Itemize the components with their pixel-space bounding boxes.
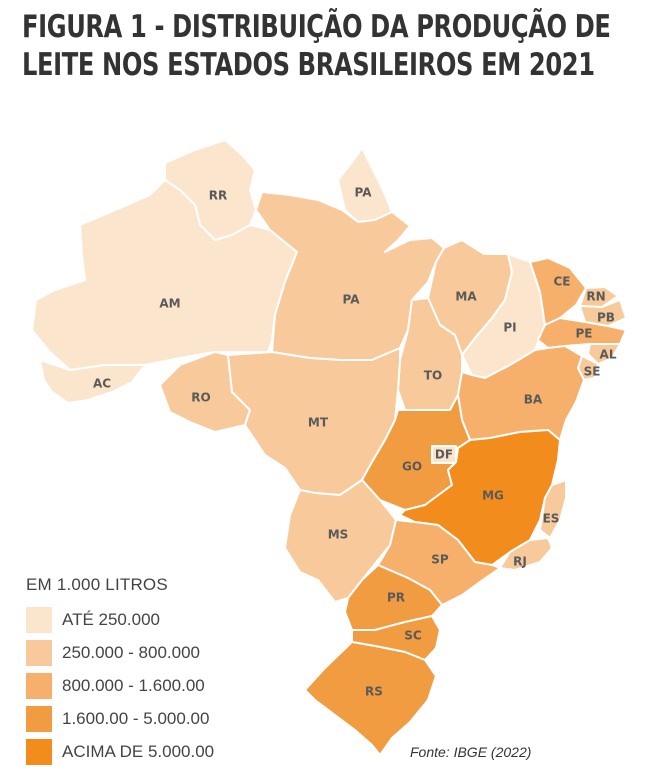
- state-label-ro: RO: [191, 391, 210, 405]
- state-label-mg: MG: [482, 489, 504, 503]
- state-ms: [284, 479, 397, 603]
- legend-item: ACIMA DE 5.000.00: [26, 735, 214, 768]
- state-label-ba: BA: [524, 393, 543, 407]
- state-label-ma: MA: [455, 290, 477, 304]
- state-label-df: DF: [435, 448, 453, 462]
- legend-label: 250.000 - 800.000: [62, 642, 201, 662]
- legend-swatch: [26, 639, 52, 666]
- state-label-mt: MT: [308, 416, 329, 430]
- legend-label: 800.000 - 1.600.00: [62, 675, 205, 695]
- state-label-pb: PB: [597, 311, 615, 325]
- state-label-ce: CE: [553, 275, 570, 289]
- state-label-pr: PR: [387, 591, 405, 605]
- state-label-se: SE: [584, 365, 601, 379]
- state-label-sc: SC: [404, 629, 422, 643]
- legend-item: 250.000 - 800.000: [26, 636, 214, 669]
- legend-item: 1.600.00 - 5.000.00: [26, 702, 214, 735]
- legend-label: ATÉ 250.000: [62, 609, 160, 629]
- source-note: Fonte: IBGE (2022): [410, 744, 532, 760]
- state-label-ac: AC: [93, 377, 111, 391]
- state-label-ms: MS: [328, 528, 349, 542]
- legend-item: ATÉ 250.000: [26, 603, 214, 636]
- state-label-go: GO: [402, 460, 422, 474]
- state-label-rj: RJ: [513, 555, 527, 569]
- state-labels: RR PA AM AC PA MA PI CE RN PB PE AL SE T…: [93, 186, 617, 699]
- state-label-rn: RN: [586, 290, 605, 304]
- state-al: [587, 343, 621, 365]
- state-rn: [579, 286, 619, 308]
- legend-swatch: [26, 606, 52, 633]
- state-shapes: [31, 139, 627, 756]
- state-rj: [499, 537, 553, 571]
- legend-item: 800.000 - 1.600.00: [26, 669, 214, 702]
- state-es: [539, 479, 567, 539]
- legend-title: EM 1.000 LITROS: [26, 575, 168, 594]
- legend-label: 1.600.00 - 5.000.00: [62, 708, 210, 728]
- state-ac: [39, 359, 146, 404]
- state-label-es: ES: [543, 512, 560, 526]
- legend: EM 1.000 LITROS ATÉ 250.000 250.000 - 80…: [26, 575, 214, 768]
- state-label-pi: PI: [503, 321, 516, 335]
- state-label-pa: PA: [343, 293, 361, 307]
- state-label-ap: PA: [355, 186, 373, 200]
- state-label-sp: SP: [431, 553, 449, 567]
- legend-swatch: [26, 705, 52, 732]
- state-label-al: AL: [600, 348, 617, 362]
- state-ce: [529, 257, 587, 326]
- legend-swatch: [26, 738, 52, 765]
- state-rs: [304, 641, 437, 756]
- legend-label: ACIMA DE 5.000.00: [62, 741, 215, 761]
- state-label-rr: RR: [209, 189, 227, 203]
- state-label-to: TO: [424, 369, 442, 383]
- state-label-am: AM: [159, 297, 180, 311]
- legend-swatch: [26, 672, 52, 699]
- state-label-pe: PE: [576, 327, 593, 341]
- state-label-rs: RS: [365, 685, 383, 699]
- state-pr: [344, 564, 443, 631]
